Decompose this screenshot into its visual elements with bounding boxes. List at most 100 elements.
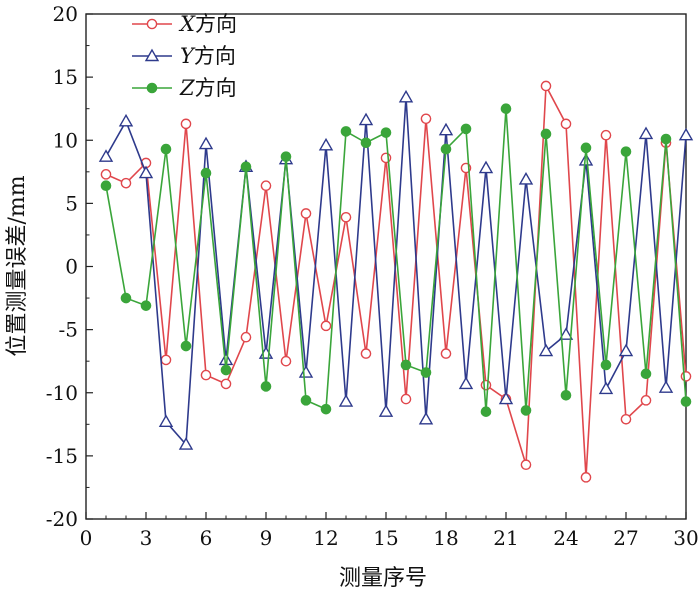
data-point (198, 136, 214, 150)
data-point (300, 208, 312, 219)
data-point (658, 380, 674, 393)
legend-label-letter: Z (179, 76, 195, 100)
data-point (520, 405, 532, 416)
data-point (438, 122, 454, 136)
data-point (240, 331, 252, 343)
data-point (220, 378, 232, 390)
x-tick-label: 27 (613, 526, 638, 550)
legend-label-suffix: 方向 (195, 12, 237, 36)
data-point (538, 343, 554, 357)
data-point (200, 167, 212, 179)
x-tick-label: 21 (493, 526, 518, 550)
data-point (618, 343, 634, 357)
data-point (180, 340, 192, 352)
data-point (480, 379, 492, 391)
x-tick-label: 30 (673, 526, 698, 550)
legend-marker (144, 48, 160, 62)
data-point (298, 365, 314, 378)
data-point (258, 346, 274, 359)
legend-label-letter: X (178, 12, 196, 36)
data-point (380, 127, 392, 138)
x-tick-label: 0 (80, 526, 93, 550)
x-tick-label: 24 (553, 526, 578, 550)
y-tick-label: -10 (46, 381, 78, 405)
data-point (558, 327, 574, 340)
data-point (140, 300, 152, 311)
data-point (440, 143, 452, 155)
data-point (600, 129, 612, 141)
data-point (98, 149, 114, 162)
data-point (638, 126, 654, 140)
data-point (400, 393, 412, 405)
data-point (120, 177, 132, 189)
series-layer (98, 80, 694, 483)
data-point (578, 153, 594, 166)
data-point (340, 211, 352, 223)
data-point (100, 169, 112, 180)
data-point (660, 133, 672, 145)
y-tick-label: -15 (46, 444, 78, 468)
data-point (460, 123, 472, 135)
data-point (220, 364, 232, 376)
data-point (280, 151, 292, 162)
data-point (620, 146, 632, 157)
data-point (340, 126, 352, 137)
y-axis-ticks: -20 -15 -10 -5 0 5 10 15 20 (46, 2, 93, 531)
x-tick-label: 12 (313, 526, 338, 550)
data-point (560, 389, 572, 401)
data-point (600, 359, 612, 371)
legend-label: Y方向 (180, 44, 236, 68)
data-point (378, 404, 394, 417)
data-point (560, 118, 572, 130)
y-tick-label: 10 (53, 128, 78, 152)
data-point (200, 369, 212, 381)
data-point (360, 137, 372, 149)
data-point (458, 376, 474, 390)
x-axis-ticks: 0 3 6 9 12 15 18 21 24 27 30 (80, 512, 699, 550)
data-point (540, 128, 552, 140)
data-point (120, 292, 132, 304)
series-z (100, 103, 692, 417)
data-point (520, 459, 532, 471)
data-point (518, 171, 534, 185)
legend-marker (146, 18, 158, 30)
data-point (320, 320, 332, 332)
data-point (678, 127, 694, 141)
legend-marker (146, 82, 158, 94)
data-point (300, 395, 312, 406)
data-point (418, 411, 434, 425)
data-point (420, 113, 432, 125)
data-point (398, 89, 414, 103)
legend-label-letter: Y (180, 44, 196, 68)
data-point (420, 367, 432, 378)
legend-item: Y方向 (132, 44, 236, 68)
legend-item: Z方向 (132, 76, 237, 100)
data-point (178, 437, 194, 450)
data-point (100, 180, 112, 191)
data-point (478, 160, 494, 174)
data-point (260, 180, 272, 191)
x-tick-label: 3 (140, 526, 153, 550)
y-tick-label: 20 (53, 2, 78, 26)
data-point (138, 165, 154, 179)
data-point (358, 112, 374, 126)
y-tick-label: 5 (65, 191, 78, 215)
x-tick-label: 18 (433, 526, 458, 550)
legend-label-suffix: 方向 (194, 44, 236, 68)
data-point (360, 348, 372, 359)
y-tick-label: 0 (65, 255, 78, 279)
series-x (100, 80, 692, 483)
data-point (160, 354, 172, 366)
y-axis-title: 位置测量误差/mm (5, 175, 30, 356)
x-tick-label: 15 (373, 526, 398, 550)
data-point (240, 161, 252, 173)
series-line (105, 83, 687, 478)
data-point (160, 143, 172, 155)
data-point (580, 472, 592, 483)
data-point (180, 118, 192, 130)
data-point (620, 413, 632, 425)
data-point (118, 113, 134, 127)
y-tick-label: -5 (59, 318, 78, 342)
legend-item: X方向 (132, 12, 237, 36)
